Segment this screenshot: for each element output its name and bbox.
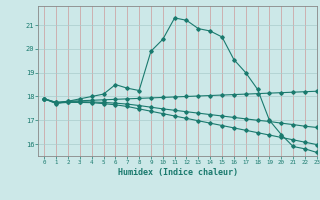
X-axis label: Humidex (Indice chaleur): Humidex (Indice chaleur)	[118, 168, 238, 177]
